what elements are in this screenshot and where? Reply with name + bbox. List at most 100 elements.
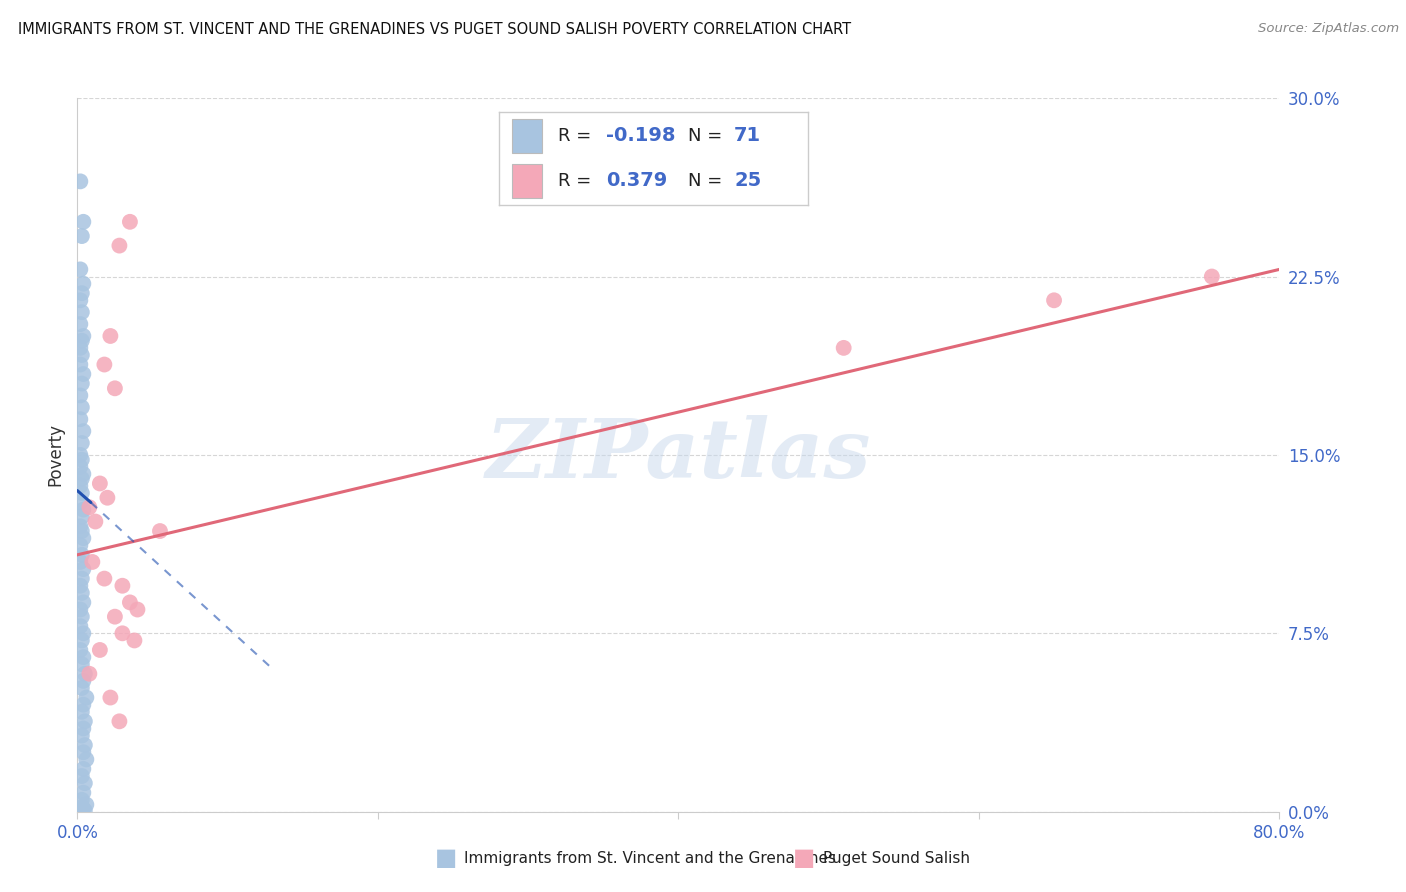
Point [69, 262, 91, 277]
Point [104, 381, 127, 395]
Point [70, 524, 93, 538]
Point [70, 305, 93, 319]
Point [70, 472, 93, 486]
Text: N =: N = [688, 172, 728, 190]
Point [73, 714, 96, 729]
Text: R =: R = [558, 127, 598, 145]
Text: 25: 25 [734, 171, 762, 190]
Point [72, 762, 94, 776]
Point [72, 215, 94, 229]
Point [118, 215, 141, 229]
Point [1043, 293, 1066, 308]
Point [70, 609, 93, 624]
Point [104, 609, 127, 624]
Point [73, 804, 96, 818]
Point [70, 509, 93, 524]
Text: Source: ZipAtlas.com: Source: ZipAtlas.com [1258, 22, 1399, 36]
Point [70, 486, 93, 500]
Point [100, 690, 122, 705]
Point [93, 572, 115, 586]
Point [75, 797, 97, 812]
Point [72, 502, 94, 516]
Text: -0.198: -0.198 [606, 127, 675, 145]
Point [70, 286, 93, 301]
Point [69, 538, 91, 552]
Point [69, 317, 91, 331]
Y-axis label: Poverty: Poverty [46, 424, 65, 486]
Point [70, 334, 93, 348]
Point [70, 729, 93, 743]
Point [69, 448, 91, 462]
Point [69, 619, 91, 633]
Point [124, 633, 146, 648]
Point [832, 341, 855, 355]
Point [69, 174, 91, 188]
Point [69, 579, 91, 593]
Point [79, 500, 101, 515]
Text: R =: R = [558, 172, 598, 190]
Point [70, 229, 93, 244]
Point [69, 602, 91, 616]
Point [70, 793, 93, 807]
Point [100, 329, 122, 343]
Point [72, 745, 94, 759]
Text: N =: N = [688, 127, 728, 145]
Point [79, 666, 101, 681]
Point [96, 491, 118, 505]
Point [70, 586, 93, 600]
Text: 0.379: 0.379 [606, 171, 666, 190]
Point [89, 476, 111, 491]
Point [72, 467, 94, 481]
Point [111, 579, 134, 593]
Point [70, 348, 93, 362]
Point [69, 643, 91, 657]
Point [72, 786, 94, 800]
Point [70, 769, 93, 783]
Point [73, 776, 96, 790]
Point [72, 424, 94, 438]
Point [84, 515, 107, 529]
Point [70, 572, 93, 586]
Point [70, 705, 93, 719]
Point [69, 519, 91, 533]
Point [69, 293, 91, 308]
Point [70, 657, 93, 672]
Point [1201, 269, 1223, 284]
Point [72, 626, 94, 640]
Point [70, 548, 93, 562]
Point [70, 800, 93, 814]
Point [108, 238, 131, 252]
Point [72, 802, 94, 816]
Text: ■: ■ [434, 847, 457, 870]
Bar [512, 164, 543, 198]
Point [89, 643, 111, 657]
Point [70, 436, 93, 450]
Point [127, 602, 149, 616]
Point [72, 595, 94, 609]
Point [72, 562, 94, 576]
Point [72, 722, 94, 736]
Point [69, 341, 91, 355]
Bar [512, 119, 543, 153]
Point [118, 595, 141, 609]
Point [93, 358, 115, 372]
Point [69, 479, 91, 493]
Point [69, 388, 91, 402]
Point [72, 698, 94, 712]
Point [69, 412, 91, 426]
Point [75, 690, 97, 705]
Point [69, 495, 91, 509]
Point [72, 329, 94, 343]
Point [69, 358, 91, 372]
Point [149, 524, 172, 538]
Point [72, 367, 94, 381]
Text: Immigrants from St. Vincent and the Grenadines: Immigrants from St. Vincent and the Gren… [464, 851, 837, 865]
Point [75, 752, 97, 766]
Point [72, 531, 94, 545]
Text: IMMIGRANTS FROM ST. VINCENT AND THE GRENADINES VS PUGET SOUND SALISH POVERTY COR: IMMIGRANTS FROM ST. VINCENT AND THE GREN… [18, 22, 852, 37]
Point [111, 626, 134, 640]
Text: Puget Sound Salish: Puget Sound Salish [823, 851, 970, 865]
Point [72, 650, 94, 665]
Point [72, 277, 94, 291]
Point [108, 714, 131, 729]
